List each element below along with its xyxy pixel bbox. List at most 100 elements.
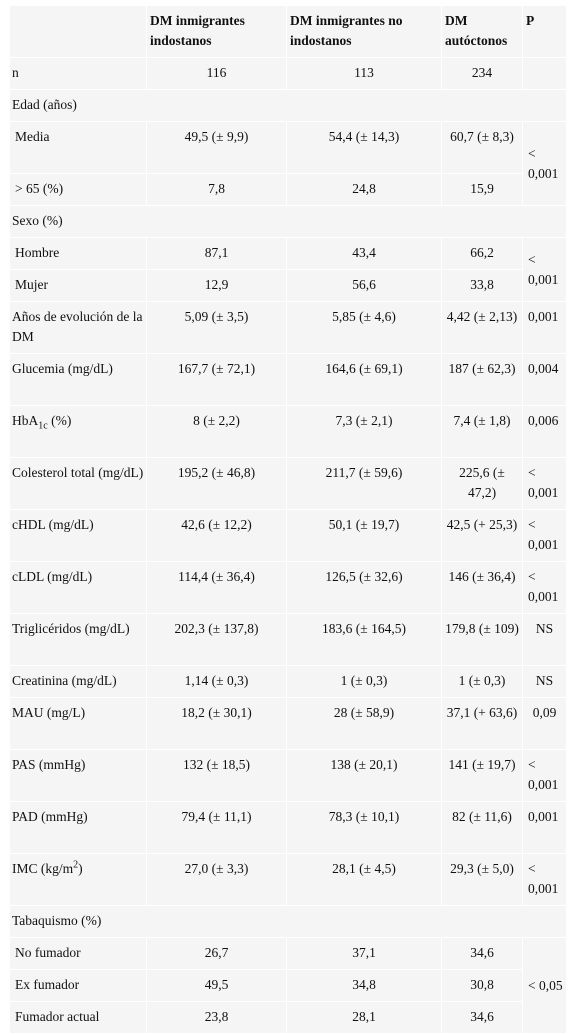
cell-p: < 0,001 xyxy=(523,562,566,613)
cell-value: 15,9 xyxy=(442,174,522,205)
cell-p: < 0,001 xyxy=(523,854,566,905)
row-label: Fumador actual xyxy=(10,1002,146,1033)
cell-value: 183,6 (± 164,5) xyxy=(287,614,441,665)
table-row: IMC (kg/m2) 27,0 (± 3,3) 28,1 (± 4,5) 29… xyxy=(10,854,566,905)
cell-value: 113 xyxy=(287,58,441,89)
cell-value: 37,1 (+ 63,6) xyxy=(442,698,522,749)
table-row: Creatinina (mg/dL) 1,14 (± 0,3) 1 (± 0,3… xyxy=(10,666,566,697)
row-label: HbA1c (%) xyxy=(10,406,146,457)
cell-value: 43,4 xyxy=(287,238,441,269)
cell-value: 28,1 xyxy=(287,1002,441,1033)
header-col-p: P xyxy=(523,6,566,57)
row-label: Hombre xyxy=(10,238,146,269)
cell-p: NS xyxy=(523,666,566,697)
cell-value: 1 (± 0,3) xyxy=(442,666,522,697)
cell-value: 7,3 (± 2,1) xyxy=(287,406,441,457)
cell-p: 0,001 xyxy=(523,302,566,353)
row-label: cLDL (mg/dL) xyxy=(10,562,146,613)
cell-value: 141 (± 19,7) xyxy=(442,750,522,801)
header-col-autoctonos: DM autóctonos xyxy=(442,6,522,57)
cell-value: 82 (± 11,6) xyxy=(442,802,522,853)
section-label: Edad (años) xyxy=(10,90,566,121)
cell-value: 211,7 (± 59,6) xyxy=(287,458,441,509)
row-label-rest: ) xyxy=(78,861,83,876)
cell-value: 28 (± 58,9) xyxy=(287,698,441,749)
table-row: Ex fumador 49,5 34,8 30,8 xyxy=(10,970,566,1001)
row-label: Creatinina (mg/dL) xyxy=(10,666,146,697)
cell-value: 187 (± 62,3) xyxy=(442,354,522,405)
row-label: Media xyxy=(10,122,146,173)
cell-value: 234 xyxy=(442,58,522,89)
cell-value: 78,3 (± 10,1) xyxy=(287,802,441,853)
table-row: PAD (mmHg) 79,4 (± 11,1) 78,3 (± 10,1) 8… xyxy=(10,802,566,853)
table-row: Fumador actual 23,8 28,1 34,6 xyxy=(10,1002,566,1033)
table-row: cHDL (mg/dL) 42,6 (± 12,2) 50,1 (± 19,7)… xyxy=(10,510,566,561)
cell-value: 30,8 xyxy=(442,970,522,1001)
cell-value: 7,4 (± 1,8) xyxy=(442,406,522,457)
table-row: HbA1c (%) 8 (± 2,2) 7,3 (± 2,1) 7,4 (± 1… xyxy=(10,406,566,457)
cell-value: 12,9 xyxy=(147,270,286,301)
cell-p: < 0,001 xyxy=(523,238,566,301)
table-row: Glucemia (mg/dL) 167,7 (± 72,1) 164,6 (±… xyxy=(10,354,566,405)
cell-value: 1 (± 0,3) xyxy=(287,666,441,697)
cell-value: 8 (± 2,2) xyxy=(147,406,286,457)
cell-p xyxy=(523,58,566,89)
table-row: cLDL (mg/dL) 114,4 (± 36,4) 126,5 (± 32,… xyxy=(10,562,566,613)
row-label-superscript: 2 xyxy=(73,859,79,871)
cell-value: 49,5 (± 9,9) xyxy=(147,122,286,173)
cell-value: 54,4 (± 14,3) xyxy=(287,122,441,173)
cell-p: NS xyxy=(523,614,566,665)
cell-value: 28,1 (± 4,5) xyxy=(287,854,441,905)
cell-value: 195,2 (± 46,8) xyxy=(147,458,286,509)
cell-value: 7,8 xyxy=(147,174,286,205)
cell-value: 24,8 xyxy=(287,174,441,205)
row-label-subscript: 1c xyxy=(38,420,48,432)
cell-value: 164,6 (± 69,1) xyxy=(287,354,441,405)
cell-value: 37,1 xyxy=(287,938,441,969)
row-label: cHDL (mg/dL) xyxy=(10,510,146,561)
cell-value: 5,85 (± 4,6) xyxy=(287,302,441,353)
section-label: Sexo (%) xyxy=(10,206,566,237)
cell-p: < 0,001 xyxy=(523,458,566,509)
cell-value: 66,2 xyxy=(442,238,522,269)
table-row: > 65 (%) 7,8 24,8 15,9 xyxy=(10,174,566,205)
table-row: Hombre 87,1 43,4 66,2 < 0,001 xyxy=(10,238,566,301)
row-label: PAD (mmHg) xyxy=(10,802,146,853)
cell-value: 116 xyxy=(147,58,286,89)
cell-value: 225,6 (± 47,2) xyxy=(442,458,522,509)
cell-value: 1,14 (± 0,3) xyxy=(147,666,286,697)
row-label: Colesterol total (mg/dL) xyxy=(10,458,146,509)
table-row: Colesterol total (mg/dL) 195,2 (± 46,8) … xyxy=(10,458,566,509)
cell-p: < 0,05 xyxy=(523,938,566,1033)
cell-value: 29,3 (± 5,0) xyxy=(442,854,522,905)
row-label: Ex fumador xyxy=(10,970,146,1001)
cell-p: < 0,001 xyxy=(523,750,566,801)
header-row: DM inmigrantes indostanos DM inmigrantes… xyxy=(10,6,566,57)
cell-value: 5,09 (± 3,5) xyxy=(147,302,286,353)
row-label: PAS (mmHg) xyxy=(10,750,146,801)
row-label: Años de evolución de la DM xyxy=(10,302,146,353)
cell-value: 18,2 (± 30,1) xyxy=(147,698,286,749)
row-label: > 65 (%) xyxy=(10,174,146,205)
row-label: MAU (mg/L) xyxy=(10,698,146,749)
cell-p: < 0,001 xyxy=(523,510,566,561)
table-row: Triglicéridos (mg/dL) 202,3 (± 137,8) 18… xyxy=(10,614,566,665)
table-row: Media 49,5 (± 9,9) 54,4 (± 14,3) 60,7 (±… xyxy=(10,122,566,205)
cell-value: 33,8 xyxy=(442,270,522,301)
cell-value: 42,5 (+ 25,3) xyxy=(442,510,522,561)
section-label: Tabaquismo (%) xyxy=(10,906,566,937)
table-row: PAS (mmHg) 132 (± 18,5) 138 (± 20,1) 141… xyxy=(10,750,566,801)
table-row: n 116 113 234 xyxy=(10,58,566,89)
cell-value: 34,6 xyxy=(442,938,522,969)
cell-p: 0,09 xyxy=(523,698,566,749)
section-row: Edad (años) xyxy=(10,90,566,121)
cell-value: 56,6 xyxy=(287,270,441,301)
cell-value: 27,0 (± 3,3) xyxy=(147,854,286,905)
cell-value: 179,8 (± 109) xyxy=(442,614,522,665)
row-label: Triglicéridos (mg/dL) xyxy=(10,614,146,665)
cell-value: 79,4 (± 11,1) xyxy=(147,802,286,853)
cell-value: 23,8 xyxy=(147,1002,286,1033)
cell-value: 202,3 (± 137,8) xyxy=(147,614,286,665)
cell-value: 132 (± 18,5) xyxy=(147,750,286,801)
table-row: Mujer 12,9 56,6 33,8 xyxy=(10,270,566,301)
